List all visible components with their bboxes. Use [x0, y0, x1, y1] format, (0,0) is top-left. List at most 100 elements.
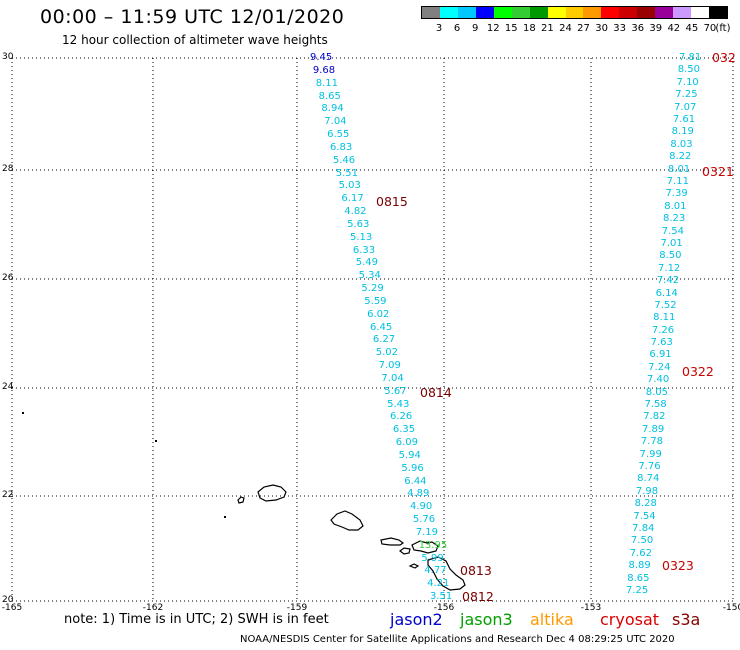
- wave-height-value: 7.78: [640, 436, 664, 448]
- wave-height-value: 7.09: [378, 360, 401, 371]
- latitude-tick-label: 20: [2, 595, 14, 605]
- latitude-tick-label: 24: [2, 382, 14, 392]
- color-swatch: [709, 7, 727, 18]
- color-swatch: [565, 7, 584, 18]
- maui-island: [411, 540, 439, 554]
- pass-time-label: 0323: [662, 558, 694, 573]
- wave-height-value: 8.94: [321, 103, 344, 115]
- wave-height-value: 8.01: [664, 200, 687, 212]
- note-text: note: 1) Time is in UTC; 2) SWH is in fe…: [64, 612, 329, 627]
- wave-height-value: 5.46: [332, 154, 356, 166]
- wave-height-value: 7.40: [646, 374, 670, 386]
- satellite-legend-cryosat: cryosat: [600, 610, 660, 629]
- small-island: [224, 516, 226, 518]
- wave-height-value: 7.99: [639, 448, 662, 460]
- latitude-tick-label: 22: [2, 490, 14, 500]
- kauai-island: [257, 484, 287, 502]
- color-swatch: [457, 7, 476, 18]
- wave-height-value: 7.24: [648, 361, 671, 373]
- color-swatch: [673, 7, 692, 18]
- wave-height-value: 7.54: [661, 225, 684, 237]
- color-scale-label: 15: [504, 23, 518, 34]
- wave-height-value: 5.29: [361, 283, 384, 294]
- color-scale-label: 30: [595, 23, 608, 34]
- latitude-tick-label: 26: [2, 273, 14, 283]
- wave-height-value: 8.65: [318, 90, 341, 102]
- color-scale-label: (ft): [715, 23, 731, 34]
- wave-height-value: 7.89: [642, 423, 665, 435]
- wave-height-value: 4.89: [407, 488, 430, 500]
- wave-height-value: 7.26: [651, 324, 675, 336]
- wave-height-value: 8.50: [677, 64, 701, 76]
- wave-height-value: 5.49: [355, 257, 378, 269]
- longitude-tick-label: -156: [433, 603, 455, 613]
- pass-time-label: 0812: [462, 589, 494, 604]
- pass-time-label: 0322: [682, 364, 714, 379]
- wave-height-value: 5.02: [375, 347, 398, 359]
- color-scale-label: 33: [613, 23, 626, 34]
- wave-height-value: 6.83: [330, 141, 353, 153]
- wave-height-value: 7.62: [629, 547, 652, 559]
- wave-height-value: 7.50: [630, 535, 654, 547]
- kahoolawe-island: [408, 563, 420, 569]
- wave-height-value: 6.17: [341, 193, 364, 205]
- satellite-legend-altika: altika: [530, 610, 574, 629]
- color-scale-label: 45: [685, 23, 699, 34]
- pass-time-label: 0815: [376, 194, 408, 209]
- wave-height-value: 8.50: [659, 250, 682, 262]
- color-scale-label: 24: [559, 23, 572, 34]
- wave-height-value: 7.12: [658, 262, 681, 274]
- wave-height-value: 7.25: [675, 89, 698, 101]
- color-scale-label: 39: [649, 23, 663, 34]
- wave-height-value: 6.09: [395, 437, 418, 448]
- color-swatch: [529, 7, 548, 18]
- wave-height-value: 8.65: [627, 572, 650, 584]
- wave-height-value: 7.54: [633, 510, 656, 522]
- wave-height-value: 7.01: [660, 237, 683, 249]
- wave-height-value: 9.45: [310, 52, 333, 63]
- wave-height-value: 4.77: [424, 565, 447, 577]
- color-swatch: [655, 7, 674, 18]
- color-scale-label: 27: [577, 23, 590, 34]
- page-title: 00:00 – 11:59 UTC 12/01/2020: [40, 6, 345, 28]
- wave-height-value: 6.27: [372, 334, 396, 346]
- wave-height-value: 5.03: [338, 180, 361, 192]
- wave-height-value: 8.11: [315, 77, 338, 89]
- wave-height-value: 4.82: [344, 206, 367, 217]
- pass-time-label: 0813: [460, 563, 492, 578]
- color-scale-label: 42: [667, 23, 681, 34]
- wave-height-value: 8.89: [628, 560, 651, 572]
- wave-height-value: 5.63: [347, 218, 370, 230]
- wave-height-value: 6.33: [352, 244, 376, 256]
- wave-height-value: 7.39: [665, 188, 688, 200]
- wave-height-value: 7.04: [324, 116, 347, 128]
- pass-time-label: 0814: [420, 385, 452, 400]
- color-swatch: [583, 7, 602, 18]
- wave-height-value: 7.52: [654, 299, 677, 311]
- wave-height-value: 7.04: [381, 372, 404, 384]
- wave-height-value: 5.13: [350, 231, 373, 243]
- credit-text: NOAA/NESDIS Center for Satellite Applica…: [240, 634, 675, 645]
- oahu-island: [330, 510, 364, 531]
- wave-height-value: 6.91: [649, 349, 672, 361]
- wave-height-value: 8.03: [670, 138, 693, 150]
- color-swatch: [637, 7, 656, 18]
- satellite-legend-s3a: s3a: [672, 610, 701, 629]
- wave-height-value: 6.35: [392, 424, 416, 436]
- wave-height-value: 7.10: [676, 76, 699, 88]
- wave-height-value: 6.45: [370, 321, 393, 333]
- wave-height-value: 6.14: [655, 287, 678, 299]
- color-scale-bar: [421, 6, 728, 19]
- pass-time-label: 032: [712, 50, 736, 65]
- niihau-island: [237, 496, 245, 504]
- wave-height-value: 8.23: [662, 213, 686, 225]
- wave-height-value: 5.59: [364, 295, 387, 307]
- wave-height-value: 5.96: [401, 462, 424, 474]
- wave-height-value: 6.26: [390, 411, 413, 423]
- wave-height-value: 9.68: [312, 64, 336, 76]
- satellite-legend-jason2: jason2: [390, 610, 443, 629]
- wave-height-value: 5.94: [398, 449, 421, 461]
- latitude-tick-label: 28: [2, 164, 14, 174]
